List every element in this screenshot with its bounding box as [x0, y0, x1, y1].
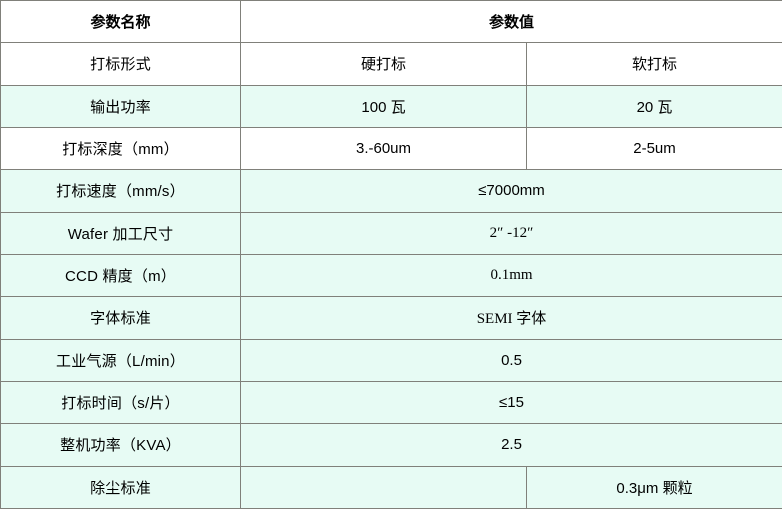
- table-row: 打标深度（mm） 3.-60um 2-5um: [0, 126, 782, 171]
- param-name-cell: 字体标准: [0, 296, 241, 340]
- table-row: 字体标准 SEMI 字体: [0, 296, 782, 340]
- param-value-cell: 0.5: [239, 338, 782, 382]
- param-value-cell: SEMI 字体: [239, 296, 782, 340]
- table-row: 打标速度（mm/s） ≤7000mm: [0, 169, 782, 213]
- param-name-cell: CCD 精度（m）: [0, 253, 241, 298]
- param-value-cell: ≤15: [239, 380, 782, 425]
- table-row: 输出功率 100 瓦 20 瓦: [0, 84, 782, 128]
- param-name-cell: 整机功率（KVA）: [0, 423, 241, 467]
- hard-marking-value-cell: 100 瓦: [240, 84, 527, 128]
- table-row: 除尘标准 0.3μm 颗粒: [0, 465, 782, 509]
- param-name-cell: 工业气源（L/min）: [0, 338, 241, 382]
- table-row: 工业气源（L/min） 0.5: [0, 338, 782, 382]
- param-name-cell: 打标深度（mm）: [0, 126, 241, 171]
- param-name-cell: 打标速度（mm/s）: [0, 169, 241, 213]
- table-header-row: 参数名称 参数值: [0, 0, 782, 44]
- param-name-cell: 打标时间（s/片）: [0, 380, 241, 425]
- param-name-cell: Wafer 加工尺寸: [0, 211, 241, 255]
- table-row: CCD 精度（m） 0.1mm: [0, 253, 782, 298]
- param-value-cell: 2.5: [239, 423, 782, 467]
- soft-marking-value-cell: 软打标: [525, 42, 782, 86]
- table-row: 整机功率（KVA） 2.5: [0, 423, 782, 467]
- soft-marking-value-cell: 20 瓦: [525, 84, 782, 128]
- param-name-cell: 输出功率: [0, 84, 241, 128]
- table-row: 打标时间（s/片） ≤15: [0, 380, 782, 425]
- param-name-cell: 打标形式: [0, 42, 241, 86]
- table-row: 打标形式 硬打标 软打标: [0, 42, 782, 86]
- hard-marking-value-cell: [240, 465, 527, 509]
- hard-marking-value-cell: 硬打标: [240, 42, 527, 86]
- hard-marking-value-cell: 3.-60um: [240, 126, 527, 171]
- param-value-cell: ≤7000mm: [239, 169, 782, 213]
- soft-marking-value-cell: 0.3μm 颗粒: [525, 465, 782, 509]
- param-value-cell: 2″ -12″: [239, 211, 782, 255]
- param-value-cell: 0.1mm: [239, 253, 782, 298]
- column-header-param-name: 参数名称: [0, 0, 241, 44]
- table-row: Wafer 加工尺寸 2″ -12″: [0, 211, 782, 255]
- param-name-cell: 除尘标准: [0, 465, 241, 509]
- soft-marking-value-cell: 2-5um: [525, 126, 782, 171]
- column-header-param-value: 参数值: [239, 0, 782, 44]
